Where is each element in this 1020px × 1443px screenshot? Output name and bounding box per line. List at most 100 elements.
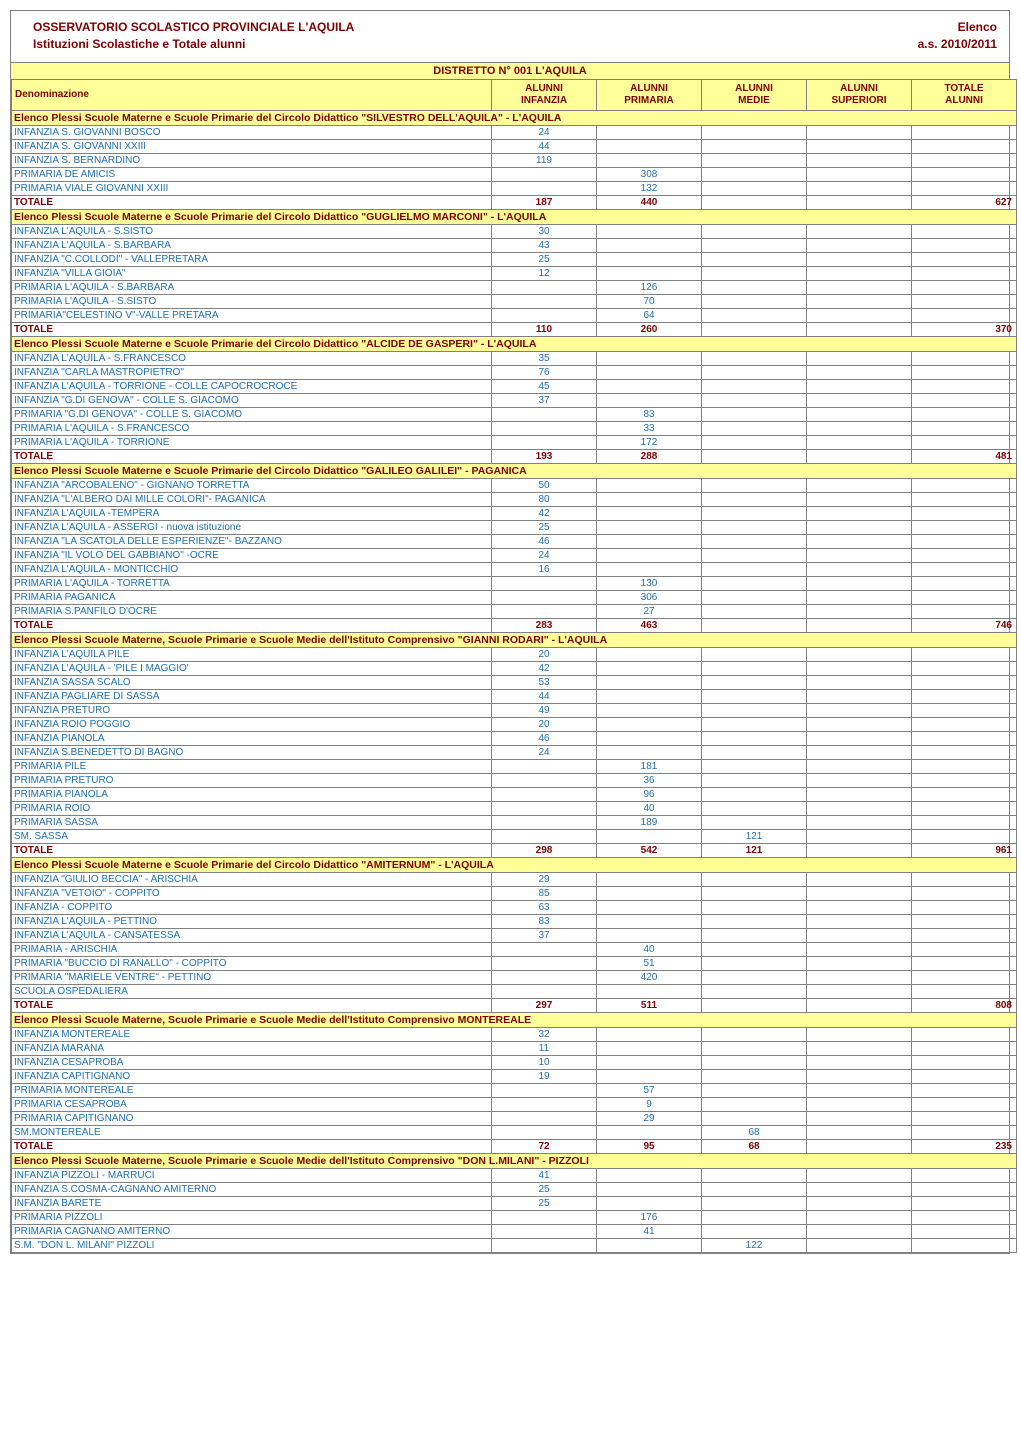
cell-medie xyxy=(702,280,807,294)
cell-totale xyxy=(912,1027,1017,1041)
cell-totale xyxy=(912,928,1017,942)
cell-infanzia: 25 xyxy=(492,520,597,534)
cell-totale xyxy=(912,365,1017,379)
school-name: PRIMARIA DE AMICIS xyxy=(12,167,492,181)
table-row: PRIMARIA PILE181 xyxy=(12,759,1017,773)
cell-medie xyxy=(702,478,807,492)
cell-superiori xyxy=(807,379,912,393)
total-superiori xyxy=(807,449,912,463)
cell-superiori xyxy=(807,1083,912,1097)
cell-primaria: 40 xyxy=(597,801,702,815)
cell-totale xyxy=(912,1238,1017,1252)
cell-primaria: 57 xyxy=(597,1083,702,1097)
cell-medie xyxy=(702,351,807,365)
cell-medie xyxy=(702,506,807,520)
cell-superiori xyxy=(807,266,912,280)
cell-medie xyxy=(702,365,807,379)
cell-totale xyxy=(912,379,1017,393)
total-superiori xyxy=(807,618,912,632)
total-row: TOTALE187440627 xyxy=(12,195,1017,209)
table-row: PRIMARIA ROIO40 xyxy=(12,801,1017,815)
cell-superiori xyxy=(807,787,912,801)
cell-totale xyxy=(912,421,1017,435)
cell-superiori xyxy=(807,393,912,407)
cell-superiori xyxy=(807,1041,912,1055)
cell-primaria: 9 xyxy=(597,1097,702,1111)
total-label: TOTALE xyxy=(12,998,492,1012)
title-line1: OSSERVATORIO SCOLASTICO PROVINCIALE L'AQ… xyxy=(33,20,354,34)
cell-medie xyxy=(702,703,807,717)
cell-infanzia: 24 xyxy=(492,548,597,562)
cell-superiori xyxy=(807,252,912,266)
cell-medie xyxy=(702,801,807,815)
total-superiori xyxy=(807,998,912,1012)
cell-totale xyxy=(912,407,1017,421)
data-table: Denominazione ALUNNIINFANZIA ALUNNIPRIMA… xyxy=(11,79,1017,1253)
cell-infanzia xyxy=(492,1224,597,1238)
section-header-row: Elenco Plessi Scuole Materne e Scuole Pr… xyxy=(12,857,1017,872)
cell-totale xyxy=(912,647,1017,661)
cell-infanzia xyxy=(492,181,597,195)
cell-totale xyxy=(912,351,1017,365)
cell-infanzia xyxy=(492,984,597,998)
cell-infanzia: 63 xyxy=(492,900,597,914)
cell-totale xyxy=(912,886,1017,900)
school-name: INFANZIA PIZZOLI - MARRUCI xyxy=(12,1168,492,1182)
cell-medie xyxy=(702,590,807,604)
cell-superiori xyxy=(807,717,912,731)
cell-primaria xyxy=(597,492,702,506)
total-medie: 68 xyxy=(702,1139,807,1153)
cell-infanzia xyxy=(492,1083,597,1097)
cell-infanzia: 44 xyxy=(492,689,597,703)
total-primaria: 260 xyxy=(597,322,702,336)
cell-superiori xyxy=(807,492,912,506)
cell-superiori xyxy=(807,139,912,153)
cell-infanzia xyxy=(492,801,597,815)
cell-superiori xyxy=(807,900,912,914)
cell-infanzia: 76 xyxy=(492,365,597,379)
cell-superiori xyxy=(807,1210,912,1224)
cell-superiori xyxy=(807,675,912,689)
cell-infanzia: 35 xyxy=(492,351,597,365)
total-row: TOTALE729568235 xyxy=(12,1139,1017,1153)
cell-totale xyxy=(912,1055,1017,1069)
cell-totale xyxy=(912,266,1017,280)
school-name: INFANZIA L'AQUILA - S.BARBARA xyxy=(12,238,492,252)
section-header-row: Elenco Plessi Scuole Materne, Scuole Pri… xyxy=(12,1153,1017,1168)
cell-superiori xyxy=(807,928,912,942)
cell-infanzia: 24 xyxy=(492,745,597,759)
cell-infanzia: 37 xyxy=(492,928,597,942)
cell-superiori xyxy=(807,576,912,590)
school-name: INFANZIA L'AQUILA - MONTICCHIO xyxy=(12,562,492,576)
cell-medie xyxy=(702,914,807,928)
total-row: TOTALE298542121961 xyxy=(12,843,1017,857)
cell-superiori xyxy=(807,647,912,661)
school-name: SCUOLA OSPEDALIERA xyxy=(12,984,492,998)
cell-infanzia: 24 xyxy=(492,125,597,139)
total-infanzia: 283 xyxy=(492,618,597,632)
table-row: PRIMARIA VIALE GIOVANNI XXIII132 xyxy=(12,181,1017,195)
cell-superiori xyxy=(807,478,912,492)
section-title: Elenco Plessi Scuole Materne, Scuole Pri… xyxy=(12,1012,1017,1027)
table-row: INFANZIA "VILLA GIOIA"12 xyxy=(12,266,1017,280)
table-row: INFANZIA "GIULIO BECCIA" - ARISCHIA29 xyxy=(12,872,1017,886)
cell-primaria xyxy=(597,478,702,492)
cell-infanzia xyxy=(492,167,597,181)
cell-superiori xyxy=(807,801,912,815)
total-medie xyxy=(702,195,807,209)
cell-medie xyxy=(702,647,807,661)
cell-infanzia xyxy=(492,294,597,308)
cell-totale xyxy=(912,942,1017,956)
table-row: PRIMARIA S.PANFILO D'OCRE27 xyxy=(12,604,1017,618)
cell-medie xyxy=(702,238,807,252)
table-row: S.M. "DON L. MILANI" PIZZOLI122 xyxy=(12,1238,1017,1252)
table-row: INFANZIA L'AQUILA - S.BARBARA43 xyxy=(12,238,1017,252)
school-name: PRIMARIA MONTEREALE xyxy=(12,1083,492,1097)
cell-totale xyxy=(912,872,1017,886)
cell-totale xyxy=(912,1111,1017,1125)
total-row: TOTALE110260370 xyxy=(12,322,1017,336)
school-name: PRIMARIA "G.DI GENOVA" - COLLE S. GIACOM… xyxy=(12,407,492,421)
cell-medie xyxy=(702,520,807,534)
section-title: Elenco Plessi Scuole Materne e Scuole Pr… xyxy=(12,110,1017,125)
table-row: PRIMARIA - ARISCHIA40 xyxy=(12,942,1017,956)
